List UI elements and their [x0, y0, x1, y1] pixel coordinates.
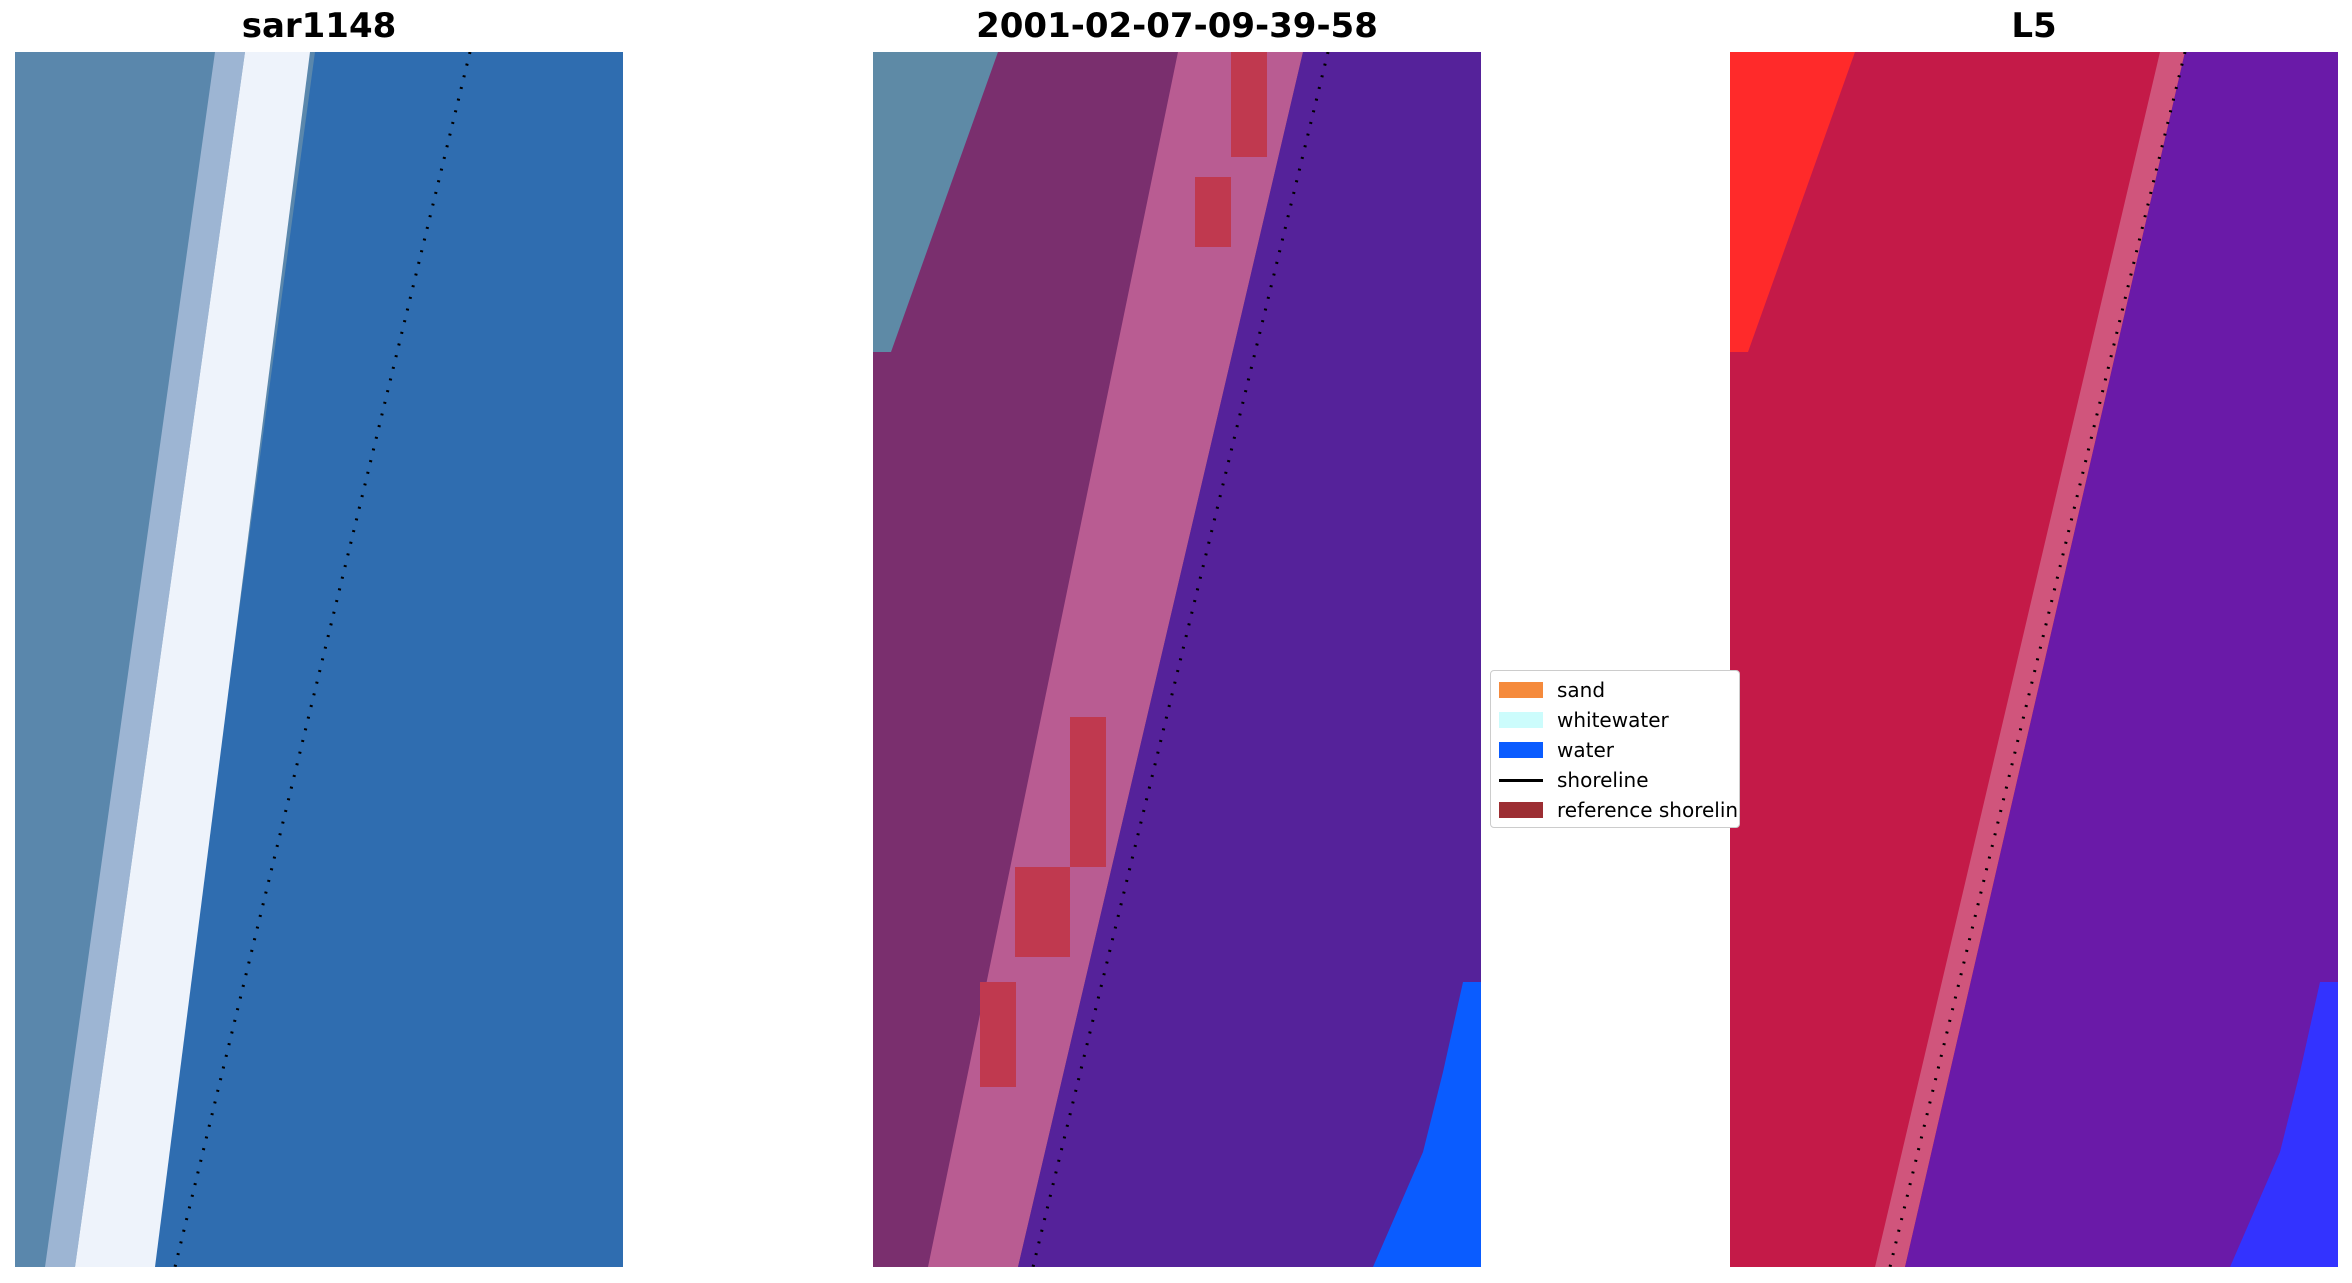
legend-swatch-shoreline	[1499, 778, 1543, 782]
legend-label: water	[1557, 738, 1614, 762]
legend: sand whitewater water shoreline referenc…	[1490, 670, 1740, 828]
legend-item-whitewater: whitewater	[1499, 708, 1669, 732]
reference-patch	[1231, 52, 1267, 157]
rgb-whitewater-fringe	[45, 52, 245, 1267]
shoreline-trace	[1888, 52, 2187, 1267]
legend-label: whitewater	[1557, 708, 1669, 732]
class-sand-edge-band	[928, 52, 1303, 1267]
panel-title-index: L5	[2011, 6, 2057, 46]
rgb-whitewater-band	[75, 52, 310, 1267]
panel-title-classified: 2001-02-07-09-39-58	[976, 6, 1378, 46]
shoreline-trace	[1031, 52, 1330, 1267]
legend-item-reference-shoreline: reference shoreline	[1499, 798, 1740, 822]
reference-patch	[1015, 867, 1070, 957]
classified-image-panel	[873, 52, 1481, 1267]
legend-label: shoreline	[1557, 768, 1649, 792]
rgb-water-area	[150, 52, 623, 1267]
legend-item-sand: sand	[1499, 678, 1606, 702]
index-image-panel	[1730, 52, 2338, 1267]
legend-label: reference shoreline	[1557, 798, 1740, 822]
legend-item-shoreline: shoreline	[1499, 768, 1649, 792]
legend-swatch-sand	[1499, 682, 1543, 698]
legend-label: sand	[1557, 678, 1606, 702]
index-edge-band	[1875, 52, 2185, 1267]
reference-patch	[1070, 717, 1106, 867]
class-sand-area	[873, 52, 998, 352]
panel-title-rgb: sar1148	[241, 6, 397, 46]
rgb-image-panel	[15, 52, 623, 1267]
index-water-area	[1905, 52, 2338, 1267]
class-open-water-area	[1373, 982, 1481, 1267]
index-bright-area	[1730, 52, 1855, 352]
index-blue-area	[2230, 982, 2338, 1267]
shoreline-trace	[173, 52, 472, 1267]
legend-swatch-whitewater	[1499, 712, 1543, 728]
legend-swatch-reference-shoreline	[1499, 802, 1543, 818]
legend-item-water: water	[1499, 738, 1614, 762]
class-water-area	[1018, 52, 1481, 1267]
reference-patch	[1195, 177, 1231, 247]
reference-patch	[980, 982, 1016, 1087]
legend-swatch-water	[1499, 742, 1543, 758]
